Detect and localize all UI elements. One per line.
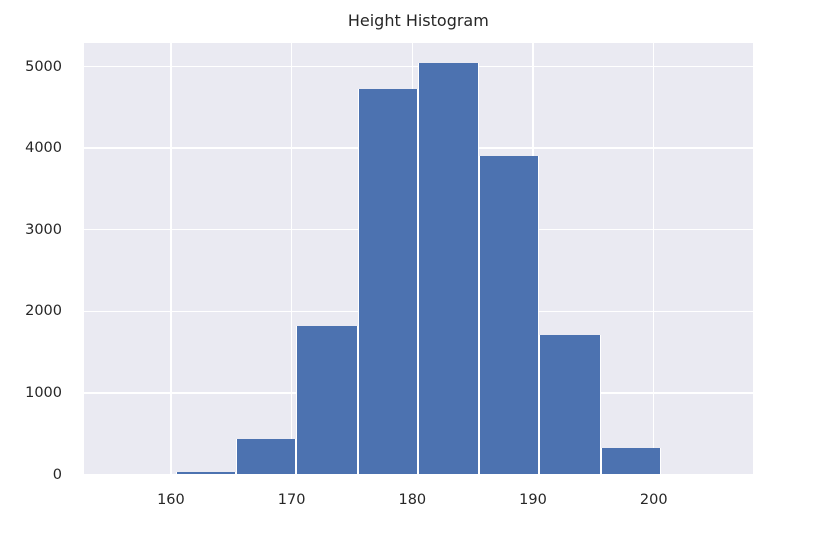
y-tick-label: 0 (52, 466, 62, 483)
histogram-bar (478, 156, 540, 475)
x-tick-label: 180 (398, 492, 427, 508)
y-tick-label: 1000 (25, 384, 62, 401)
y-tick-label: 3000 (25, 221, 62, 238)
chart-title: Height Histogram (347, 11, 489, 30)
x-tick-label: 200 (639, 492, 668, 508)
y-tick-label: 2000 (25, 303, 62, 320)
histogram-bar (539, 334, 601, 475)
v-gridline (170, 43, 172, 475)
histogram-bar (418, 63, 479, 475)
v-gridline (290, 43, 293, 475)
x-tick-label: 160 (157, 492, 185, 508)
histogram-bar (600, 448, 661, 475)
histogram-bar (175, 472, 237, 475)
plot-area (84, 43, 753, 475)
histogram-bar (660, 473, 722, 475)
histogram-bar (296, 326, 358, 475)
x-tick-label: 170 (277, 492, 306, 508)
histogram-bar (236, 439, 297, 475)
x-tick-label: 190 (519, 492, 547, 508)
y-tick-label: 5000 (25, 58, 62, 75)
y-tick-label: 4000 (25, 140, 62, 157)
histogram-bar (357, 89, 419, 475)
v-gridline (652, 43, 655, 475)
